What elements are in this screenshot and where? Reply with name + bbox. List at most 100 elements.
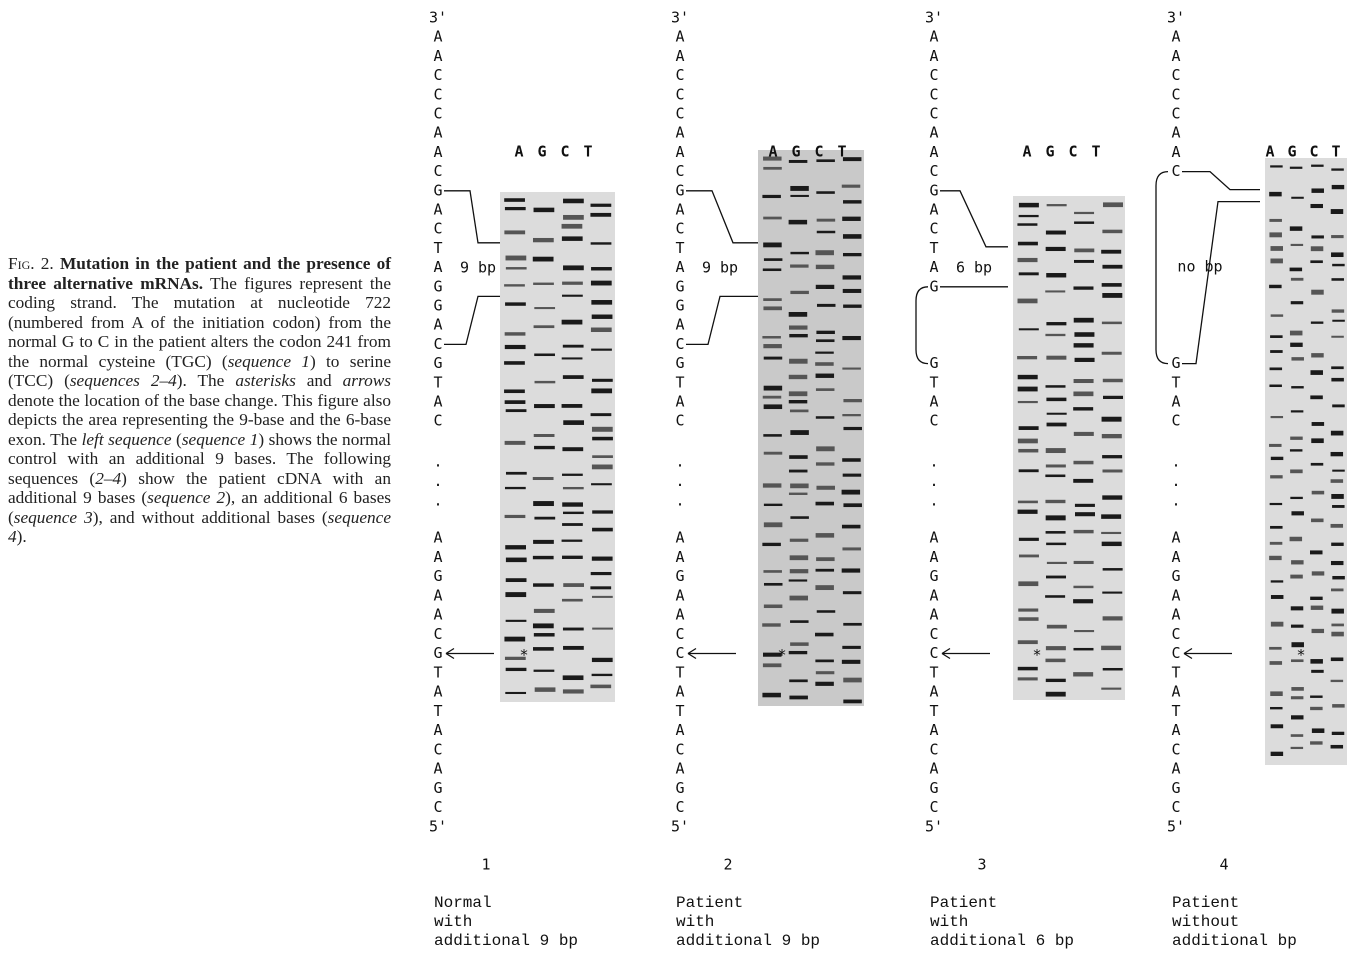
base-letter: T [1171,702,1180,720]
gel-band [764,386,783,391]
gel-band [1073,599,1093,603]
gel-band [591,242,612,244]
gel-band [592,465,613,470]
base-letter: A [1171,548,1180,566]
base-letter: 5' [429,817,447,835]
base-letter: A [675,143,684,161]
base-letter: T [929,702,938,720]
bracket-line [916,287,928,364]
gel-band [1073,286,1093,289]
gel-band [843,200,862,203]
gel-band [1271,724,1284,728]
gel-band [1291,197,1304,199]
gel-band [592,510,613,513]
gel-band [1018,258,1038,262]
base-letter: A [929,201,938,219]
base-letter: . [675,472,684,490]
base-letter: C [929,412,938,430]
gel-band [1311,353,1324,357]
base-letter: A [433,47,442,65]
gel-band [816,265,835,269]
base-letter: 5' [1167,817,1185,835]
base-letter: 3' [1167,9,1185,27]
base-letter: A [929,143,938,161]
gel-band [505,692,526,694]
gel-band [789,400,808,403]
gel-band [1291,560,1304,564]
base-letter: A [433,529,442,547]
gel-band [1046,692,1066,697]
gel-band [533,257,554,262]
base-letter: C [929,798,938,816]
lane-label: T [1091,143,1100,161]
gel-band [1271,752,1284,756]
base-letter: C [675,105,684,123]
gel-band [562,282,583,285]
base-letter: A [1171,143,1180,161]
gel-band [563,345,584,348]
base-letter: A [1171,721,1180,739]
base-letter: T [675,663,684,681]
gel-band [1102,352,1122,355]
gel-band [843,399,862,402]
gel-band [1310,550,1323,554]
panel-description: Patient [676,894,743,912]
gel-band [789,579,808,581]
lane-label: C [1309,143,1318,161]
gel-band [843,305,862,308]
gel-band [842,368,861,370]
panel-description: without [1172,913,1239,931]
gel-band [591,572,612,575]
gel-band [1331,378,1344,382]
gel-band [816,388,835,391]
base-letter: C [1171,798,1180,816]
gel-band [1331,745,1344,749]
gel-band [764,605,783,609]
gel-band [1331,209,1344,214]
gel-band [763,306,782,310]
gel-band [1103,202,1123,207]
gel-band [790,291,809,294]
gel-band [1310,695,1323,697]
gel-band [1290,331,1303,336]
panel-number: 2 [723,856,732,874]
base-letter: G [929,779,938,797]
gel-band [1271,416,1284,418]
gel-band [1270,475,1283,478]
mutation-arrow [942,649,990,659]
gel-band [1019,215,1039,217]
gel-band [842,568,861,572]
gel-band [563,583,584,587]
gel-band [1101,532,1121,534]
gel-band [1270,367,1283,370]
gel-band [764,404,783,409]
gel-band [789,375,808,379]
gel-band [1311,235,1324,238]
base-letter: C [433,625,442,643]
gel-band [816,671,835,674]
gel-band [591,483,612,485]
gel-band [763,167,782,170]
gel-band [1331,624,1344,627]
gel-band [1047,204,1067,206]
gel-band [763,434,782,437]
gel-band [590,213,611,217]
base-letter: C [433,740,442,758]
base-letter: G [929,567,938,585]
bracket-line [686,191,758,243]
gel-band [592,557,613,561]
panel-description: Patient [930,894,997,912]
base-letter: A [433,721,442,739]
panel-number: 1 [481,856,490,874]
gel-band [1101,646,1121,650]
lane-label: A [1265,143,1274,161]
gel-band [1311,321,1324,323]
gel-band [1311,438,1324,443]
gel-band [1075,358,1095,362]
gel-band [764,357,783,360]
gel-band [1331,479,1344,483]
gel-band [1103,668,1123,670]
gel-band [1271,457,1284,460]
gel-band [790,484,809,489]
gel-band [1312,728,1325,733]
